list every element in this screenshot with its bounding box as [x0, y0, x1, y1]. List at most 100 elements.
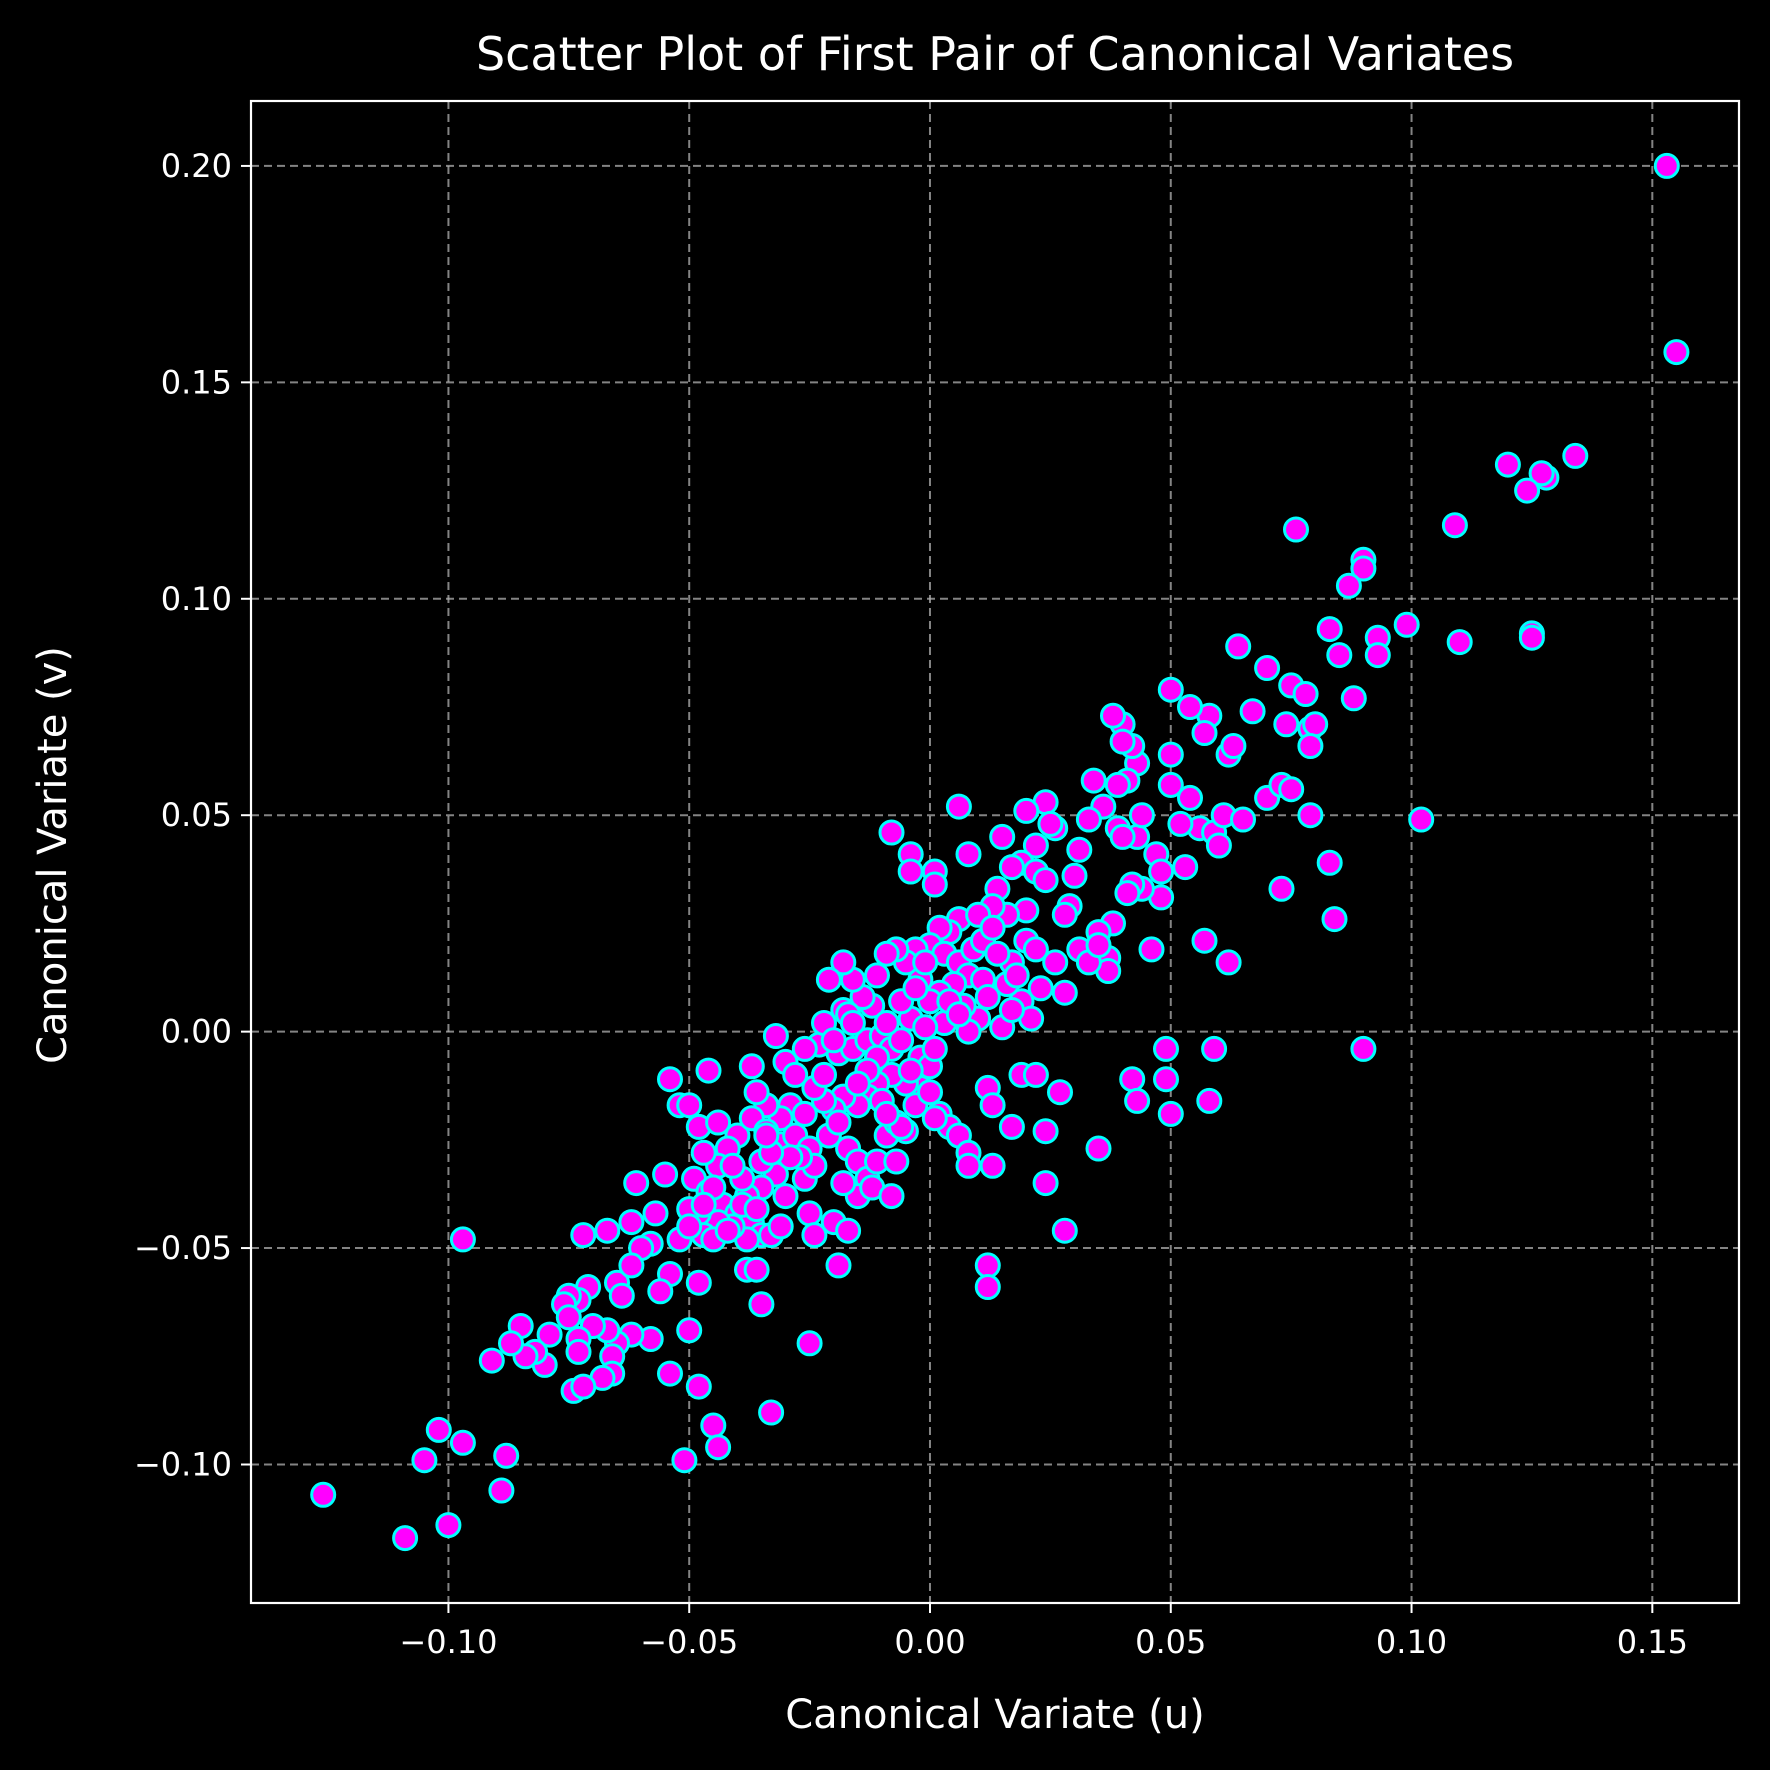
data-point — [1157, 771, 1184, 798]
data-point — [772, 1183, 799, 1210]
data-point — [811, 1061, 837, 1088]
data-point — [825, 1252, 852, 1279]
data-point — [1663, 339, 1690, 366]
data-point — [310, 1481, 337, 1508]
data-point — [864, 962, 890, 989]
data-point — [796, 1330, 823, 1357]
data-point — [791, 1035, 818, 1062]
data-point — [748, 1291, 775, 1318]
data-point — [1364, 642, 1391, 669]
data-point — [912, 1014, 939, 1041]
data-point — [998, 854, 1025, 881]
data-point — [608, 1282, 635, 1309]
data-point — [493, 1442, 520, 1469]
y-tick-label: 0.05 — [161, 796, 232, 834]
data-point — [1114, 880, 1141, 907]
data-point — [478, 1347, 505, 1374]
data-point — [1562, 442, 1589, 469]
data-point — [1494, 451, 1521, 478]
data-point — [594, 1217, 621, 1244]
data-point — [647, 1278, 674, 1305]
data-point — [1514, 477, 1541, 504]
data-point — [1032, 1118, 1059, 1145]
data-point — [1051, 901, 1078, 928]
data-point — [955, 841, 982, 868]
data-point — [753, 1122, 780, 1149]
data-point — [1100, 702, 1126, 729]
y-tick-label: −0.10 — [134, 1445, 232, 1483]
x-tick-label: 0.05 — [1135, 1623, 1206, 1661]
y-tick-label: 0.20 — [161, 147, 232, 185]
data-point — [1148, 858, 1175, 885]
data-point — [1157, 741, 1184, 768]
data-point — [435, 1512, 462, 1539]
data-point — [945, 793, 972, 820]
data-point — [1085, 1135, 1112, 1162]
data-point — [796, 1200, 823, 1227]
data-points — [310, 152, 1690, 1552]
data-point — [449, 1226, 476, 1253]
data-point — [570, 1373, 597, 1400]
data-point — [998, 1113, 1025, 1140]
grid-lines — [251, 101, 1739, 1603]
data-point — [714, 1217, 741, 1244]
data-point — [570, 1222, 597, 1249]
data-point — [498, 1330, 524, 1357]
data-point — [743, 1079, 770, 1106]
data-point — [623, 1170, 650, 1197]
data-point — [690, 1191, 717, 1218]
data-point — [676, 1317, 703, 1344]
data-point — [1109, 823, 1136, 850]
data-point — [955, 1152, 982, 1179]
data-point — [974, 1274, 1001, 1300]
data-point — [1032, 1170, 1059, 1197]
data-point — [873, 1100, 900, 1127]
data-point — [695, 1057, 722, 1084]
data-point — [1124, 1087, 1151, 1114]
data-point — [1138, 936, 1165, 963]
data-point — [815, 966, 842, 993]
x-tick-label: 0.00 — [894, 1623, 965, 1661]
data-point — [1283, 516, 1309, 543]
data-point — [555, 1304, 582, 1331]
data-point — [767, 1213, 794, 1240]
data-point — [830, 949, 857, 976]
data-point — [1109, 728, 1136, 755]
data-point — [873, 940, 900, 967]
data-point — [917, 1079, 943, 1106]
data-point — [1326, 642, 1353, 669]
data-point — [762, 1023, 789, 1049]
data-point — [536, 1321, 563, 1348]
data-point — [801, 1222, 828, 1249]
data-point — [1528, 460, 1555, 487]
data-point — [974, 1252, 1001, 1279]
x-tick-label: −0.10 — [399, 1623, 497, 1661]
data-point — [1196, 1087, 1223, 1114]
data-point — [488, 1477, 515, 1504]
data-point — [1013, 797, 1040, 824]
data-point — [565, 1338, 592, 1365]
plot-area-frame — [249, 99, 1741, 1605]
data-point — [1003, 962, 1030, 989]
data-point — [897, 1057, 924, 1084]
data-point — [743, 1256, 770, 1283]
data-point — [1051, 979, 1078, 1006]
data-point — [1119, 1066, 1146, 1093]
data-point — [1225, 633, 1252, 660]
data-point — [1022, 832, 1049, 859]
y-tick-label: 0.15 — [161, 363, 232, 401]
data-point — [685, 1373, 712, 1400]
data-point — [618, 1209, 645, 1236]
data-point — [1042, 949, 1069, 976]
data-point — [618, 1252, 645, 1279]
data-point — [1128, 802, 1155, 829]
data-point — [1104, 771, 1131, 798]
data-point — [1157, 1100, 1184, 1127]
data-point — [883, 1148, 910, 1175]
data-point — [1441, 512, 1468, 539]
data-point — [1230, 806, 1256, 833]
data-point — [1350, 1035, 1377, 1062]
data-point — [738, 1053, 765, 1080]
data-point — [700, 1412, 727, 1439]
data-point — [411, 1447, 438, 1474]
